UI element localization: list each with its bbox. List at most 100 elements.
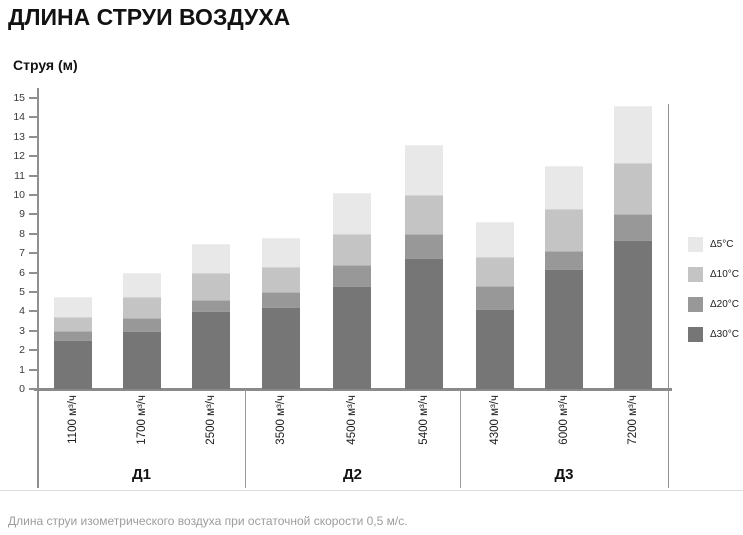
bar-segment xyxy=(261,306,300,389)
y-tick-label: 9 xyxy=(19,208,25,221)
x-axis-label: 1100 м³/ч xyxy=(66,395,79,444)
legend-swatch xyxy=(688,237,703,252)
y-tick xyxy=(29,213,39,216)
bar-segment xyxy=(191,299,230,312)
stacked-bar xyxy=(544,165,583,389)
page-title: ДЛИНА СТРУИ ВОЗДУХА xyxy=(8,4,291,30)
x-label-cell: 1100 м³/ч xyxy=(54,395,92,473)
bar-segment xyxy=(261,237,300,267)
x-labels-row: 1100 м³/ч 1700 м³/ч 2500 м³/ч xyxy=(38,395,245,473)
bar-segment xyxy=(614,239,653,389)
bar-segment xyxy=(544,251,583,269)
bar-segment xyxy=(405,258,444,389)
y-tick-label: 15 xyxy=(13,92,25,104)
group-label: Д2 xyxy=(342,466,363,483)
stacked-bar xyxy=(475,222,514,389)
stacked-bar xyxy=(405,144,444,389)
y-tick-label: 13 xyxy=(13,130,25,143)
x-label-cell: 3500 м³/ч xyxy=(262,395,300,473)
stacked-bar xyxy=(333,193,372,389)
bar-group xyxy=(38,90,245,389)
bar-segment xyxy=(191,311,230,389)
bar-segment xyxy=(475,309,514,389)
x-axis-label: 6000 м³/ч xyxy=(557,395,570,445)
y-tick xyxy=(29,116,39,119)
bar-segment xyxy=(475,222,514,258)
bar-segment xyxy=(614,162,653,215)
bar-segment xyxy=(333,286,372,389)
group-label: Д3 xyxy=(554,466,574,483)
x-label-cell: 4500 м³/ч xyxy=(333,395,371,473)
bar-segment xyxy=(544,208,583,252)
bar-segment xyxy=(475,257,514,287)
legend-label: Δ30°C xyxy=(710,329,740,340)
bottom-divider xyxy=(0,490,743,491)
bar-segment xyxy=(53,296,92,318)
y-tick xyxy=(29,329,39,332)
x-axis-label: 5400 м³/ч xyxy=(418,395,431,445)
bar-segment xyxy=(53,340,92,389)
y-tick xyxy=(29,388,39,390)
bar-group xyxy=(460,90,668,389)
x-axis-label: 7200 м³/ч xyxy=(627,395,640,445)
x-labels-row: 4300 м³/ч 6000 м³/ч 7200 м³/ч xyxy=(460,395,668,473)
stacked-bar xyxy=(261,237,300,389)
y-tick-label: 7 xyxy=(19,247,25,260)
y-tick xyxy=(29,174,39,177)
bar-segment xyxy=(122,272,161,297)
x-axis-label: 3500 м³/ч xyxy=(274,395,287,445)
x-axis-baseline xyxy=(34,388,672,391)
bar-segment xyxy=(53,330,92,341)
y-tick-label: 4 xyxy=(19,305,25,318)
legend-swatch xyxy=(688,327,703,342)
x-axis-label: 4300 м³/ч xyxy=(488,395,501,445)
y-tick-label: 2 xyxy=(19,344,25,357)
x-label-cell: 5400 м³/ч xyxy=(405,395,443,473)
x-axis-label: 2500 м³/ч xyxy=(204,395,217,445)
y-tick-label: 14 xyxy=(13,111,25,124)
bar-segment xyxy=(544,268,583,389)
bar-segment xyxy=(405,144,444,195)
chart-footnote: Длина струи изометрического воздуха при … xyxy=(8,514,408,528)
bar-segment xyxy=(261,266,300,292)
bar-segment xyxy=(261,292,300,307)
group-separator xyxy=(245,390,246,488)
y-tick-label: 3 xyxy=(19,324,25,337)
y-tick-label: 8 xyxy=(19,227,25,240)
legend: Δ5°C Δ10°C Δ20°C Δ30°C xyxy=(688,237,739,342)
bar-segment xyxy=(122,330,161,389)
x-label-cell: 4300 м³/ч xyxy=(476,395,514,473)
stacked-bar xyxy=(191,243,230,390)
bar-segment xyxy=(333,193,372,234)
x-label-cell: 7200 м³/ч xyxy=(614,395,652,473)
x-axis-label: 1700 м³/ч xyxy=(135,395,148,445)
bar-segment xyxy=(405,233,444,259)
y-tick-label: 12 xyxy=(13,150,25,163)
legend-label: Δ20°C xyxy=(710,299,740,310)
legend-item: Δ30°C xyxy=(688,327,739,342)
x-axis-label: 4500 м³/ч xyxy=(346,395,359,445)
bar-segment xyxy=(333,264,372,287)
bar-group xyxy=(245,90,460,389)
stacked-bar xyxy=(614,105,653,389)
legend-label: Δ5°C xyxy=(710,239,734,250)
y-tick xyxy=(29,291,39,293)
bar-segment xyxy=(53,317,92,331)
bar-segment xyxy=(475,286,514,310)
y-axis-line xyxy=(37,88,39,488)
chart-right-border xyxy=(668,104,669,488)
y-tick-label: 1 xyxy=(19,363,25,376)
group-separator xyxy=(460,390,461,488)
y-tick-label: 11 xyxy=(14,169,25,182)
y-tick xyxy=(29,349,39,352)
bar-segment xyxy=(544,165,583,209)
x-labels-row: 3500 м³/ч 4500 м³/ч 5400 м³/ч xyxy=(245,395,460,473)
bar-segment xyxy=(191,272,230,300)
bar-segment xyxy=(614,214,653,240)
y-tick-label: 6 xyxy=(19,266,25,279)
y-tick xyxy=(29,368,39,371)
y-tick xyxy=(29,232,39,235)
stacked-bar xyxy=(122,272,161,389)
legend-item: Δ20°C xyxy=(688,297,739,312)
